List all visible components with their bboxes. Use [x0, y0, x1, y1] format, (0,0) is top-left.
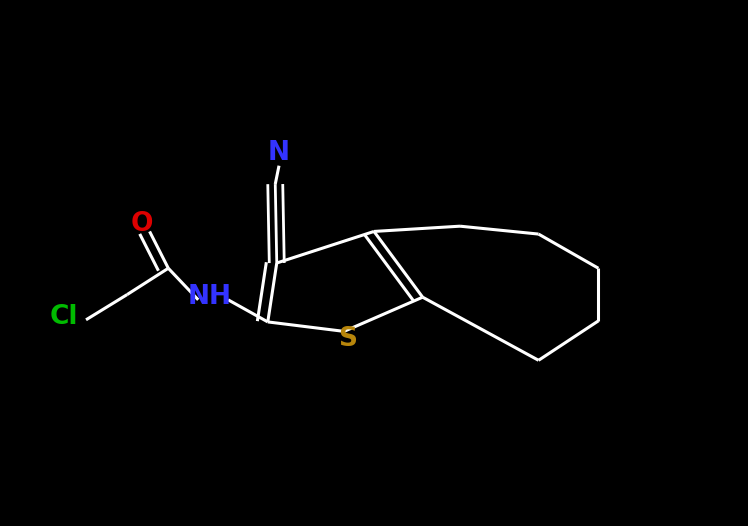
- Text: O: O: [131, 210, 153, 237]
- Text: N: N: [268, 139, 290, 166]
- Text: Cl: Cl: [49, 304, 78, 330]
- Text: S: S: [338, 326, 358, 352]
- Text: NH: NH: [188, 284, 231, 310]
